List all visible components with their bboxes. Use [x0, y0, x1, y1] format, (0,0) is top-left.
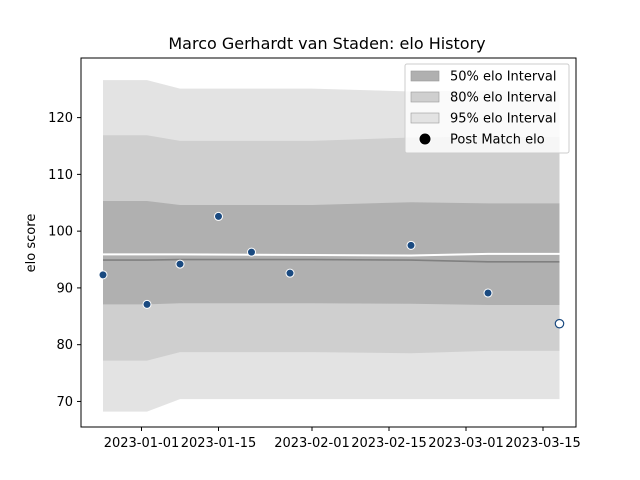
data-point-4	[214, 211, 223, 221]
band-50	[103, 201, 560, 305]
x-tick-label: 2023-03-15	[505, 436, 581, 451]
y-tick-label: 100	[48, 225, 73, 240]
y-tick-label: 70	[56, 395, 73, 410]
data-point-2	[142, 299, 152, 309]
y-tick-label: 110	[48, 168, 73, 183]
y-tick-label: 80	[56, 338, 73, 353]
data-point-8	[483, 288, 493, 298]
median-line	[103, 258, 560, 263]
mean-line	[103, 252, 560, 257]
legend-swatch-2	[410, 91, 440, 103]
legend-box	[404, 63, 570, 154]
legend-label-1: 50% elo Interval	[450, 70, 557, 85]
legend-label-2: 80% elo Interval	[450, 91, 557, 106]
data-point-3	[175, 259, 185, 269]
legend-label-4: Post Match elo	[450, 133, 545, 148]
y-tick-label: 90	[56, 281, 73, 296]
x-tick-label: 2023-02-01	[274, 436, 350, 451]
x-tick-label: 2023-02-15	[351, 436, 427, 451]
y-axis-label: elo score	[24, 214, 39, 273]
x-tick-label: 2023-01-15	[181, 436, 257, 451]
x-tick-label: 2023-03-01	[428, 436, 504, 451]
plot-area	[98, 80, 565, 412]
legend-marker	[418, 132, 432, 146]
x-tick-label: 2023-01-01	[104, 436, 180, 451]
axes: 70 80 90 100 110 120 2023-01-01 2023-01-15 2023-…	[48, 57, 581, 451]
data-point-6	[285, 268, 295, 278]
data-point-5	[247, 247, 256, 257]
data-point-1	[98, 270, 108, 280]
data-point-9	[554, 318, 565, 329]
data-point-7	[406, 240, 416, 250]
chart-title: Marco Gerhardt van Staden: elo History	[168, 34, 485, 53]
legend-label-3: 95% elo Interval	[450, 112, 557, 127]
legend-swatch-1	[410, 70, 440, 82]
legend-swatch-3	[410, 112, 440, 124]
legend: 50% elo Interval 80% elo Interval 95% elo …	[404, 63, 570, 154]
y-tick-label: 120	[48, 111, 73, 126]
plot-frame	[80, 57, 577, 428]
